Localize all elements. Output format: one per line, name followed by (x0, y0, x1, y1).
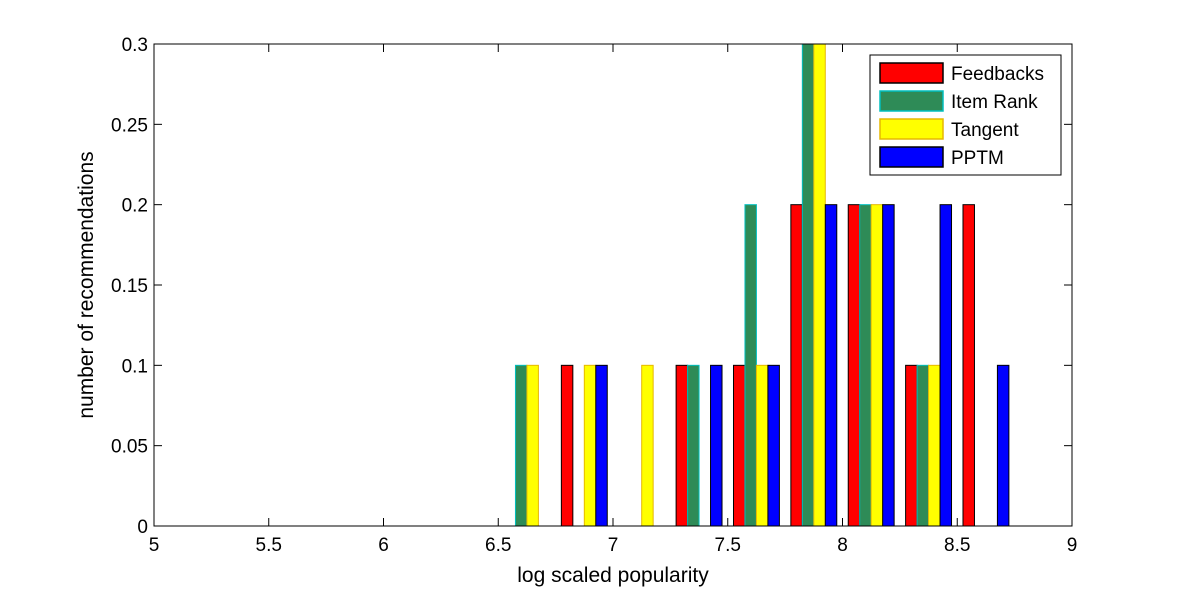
legend-swatch (879, 90, 944, 112)
x-tick-label: 7.5 (715, 535, 741, 556)
bar-tangent (813, 43, 826, 527)
bar-item-rank (744, 204, 757, 527)
bar-feedbacks (790, 204, 803, 527)
bar-feedbacks (962, 204, 975, 527)
x-tick-label: 9 (1067, 535, 1078, 556)
bar-feedbacks (560, 364, 574, 527)
bar-item-rank (801, 43, 815, 527)
x-axis-label: log scaled popularity (517, 564, 709, 587)
bar-feedbacks (905, 364, 918, 527)
legend-swatch (879, 146, 944, 168)
bar-item-rank (859, 204, 872, 527)
bar-pptm (595, 364, 608, 527)
bar-tangent (641, 364, 654, 527)
bar-tangent (755, 364, 769, 527)
x-tick-label: 5 (149, 535, 160, 556)
bar-item-rank (687, 364, 700, 527)
y-tick-label: 0.05 (111, 437, 148, 458)
legend-label: Item Rank (951, 92, 1038, 113)
bar-tangent (928, 364, 941, 527)
x-ticks: 5 5.5 6 6.5 7 7.5 8 8.5 9 (149, 44, 1078, 556)
legend-swatch (879, 118, 944, 140)
x-tick-label: 6.5 (485, 535, 511, 556)
bar-tangent (870, 204, 884, 527)
bar-pptm (767, 364, 780, 527)
y-tick-label: 0 (137, 517, 148, 538)
legend-label: Feedbacks (951, 64, 1044, 85)
x-tick-label: 8.5 (944, 535, 970, 556)
y-tick-label: 0.1 (122, 356, 148, 377)
legend: Feedbacks Item Rank Tangent PPTM (869, 54, 1062, 176)
bar-tangent (526, 364, 539, 527)
bar-feedbacks (847, 204, 861, 527)
y-ticks: 0 0.05 0.1 0.15 0.2 0.25 0.3 (111, 35, 1072, 538)
bar-pptm (824, 204, 838, 527)
x-tick-label: 5.5 (256, 535, 282, 556)
bar-tangent (583, 364, 597, 527)
legend-label: Tangent (951, 120, 1019, 141)
y-tick-label: 0.15 (111, 276, 148, 297)
x-tick-label: 7 (608, 535, 619, 556)
legend-swatch (879, 62, 944, 84)
y-axis-label: number of recommendations (75, 151, 98, 418)
bar-item-rank (916, 364, 930, 527)
y-tick-label: 0.3 (122, 35, 148, 56)
x-tick-label: 8 (837, 535, 848, 556)
bar-pptm (939, 204, 953, 527)
bar-pptm (996, 364, 1010, 527)
bars-layer (514, 43, 1010, 527)
y-tick-label: 0.25 (111, 115, 148, 136)
bar-feedbacks (732, 364, 746, 527)
bar-feedbacks (675, 364, 689, 527)
bar-pptm (882, 204, 895, 527)
legend-label: PPTM (951, 148, 1004, 169)
y-tick-label: 0.2 (122, 196, 148, 217)
bar-pptm (710, 364, 723, 527)
x-tick-label: 6 (378, 535, 389, 556)
bar-item-rank (514, 364, 528, 527)
